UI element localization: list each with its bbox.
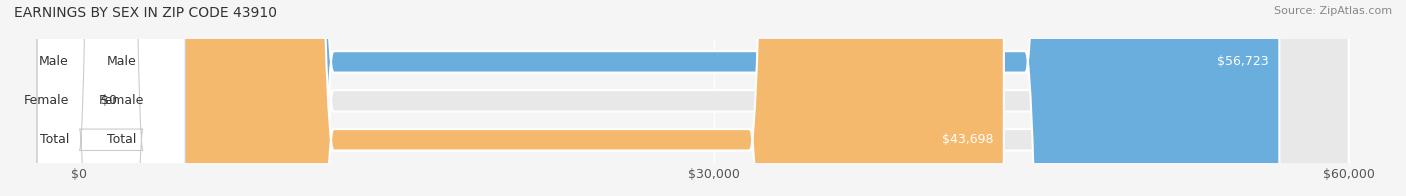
- FancyBboxPatch shape: [80, 0, 1279, 196]
- Text: Female: Female: [24, 94, 69, 107]
- Text: $43,698: $43,698: [942, 133, 993, 146]
- Text: Female: Female: [98, 94, 145, 107]
- FancyBboxPatch shape: [80, 0, 1348, 196]
- FancyBboxPatch shape: [37, 0, 186, 196]
- FancyBboxPatch shape: [80, 0, 1348, 196]
- FancyBboxPatch shape: [37, 0, 186, 196]
- Text: Total: Total: [107, 133, 136, 146]
- FancyBboxPatch shape: [80, 0, 1004, 196]
- FancyBboxPatch shape: [80, 0, 1348, 196]
- Text: Source: ZipAtlas.com: Source: ZipAtlas.com: [1274, 6, 1392, 16]
- Text: Male: Male: [107, 55, 136, 68]
- Text: $56,723: $56,723: [1218, 55, 1268, 68]
- FancyBboxPatch shape: [37, 0, 186, 196]
- Text: Total: Total: [39, 133, 69, 146]
- Text: $0: $0: [101, 94, 117, 107]
- Text: EARNINGS BY SEX IN ZIP CODE 43910: EARNINGS BY SEX IN ZIP CODE 43910: [14, 6, 277, 20]
- Text: Male: Male: [39, 55, 69, 68]
